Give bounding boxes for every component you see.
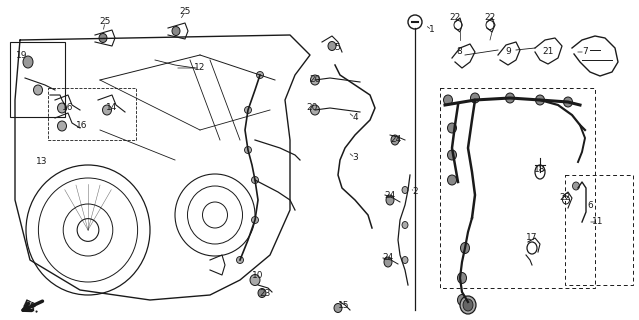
Text: 16: 16 [62,103,73,113]
Text: 20: 20 [306,103,318,113]
Ellipse shape [458,273,466,284]
Text: 24: 24 [385,190,396,199]
Bar [565,175,633,285]
Ellipse shape [311,105,320,115]
Ellipse shape [384,257,392,267]
Text: 8: 8 [456,47,462,57]
Bar [10,42,65,117]
Ellipse shape [564,97,573,107]
Ellipse shape [334,303,342,313]
Text: 9: 9 [505,47,511,57]
Ellipse shape [328,42,336,51]
Ellipse shape [58,103,66,113]
Text: 24: 24 [382,253,394,262]
Bar [48,88,136,140]
Ellipse shape [461,243,470,253]
Text: 14: 14 [106,103,118,113]
Ellipse shape [458,294,466,306]
Ellipse shape [386,195,394,205]
Ellipse shape [252,217,259,223]
Text: 11: 11 [592,218,604,227]
Text: 13: 13 [36,157,48,166]
Ellipse shape [58,121,66,131]
Text: 17: 17 [527,234,538,243]
Ellipse shape [102,105,111,115]
Ellipse shape [447,150,456,160]
Text: 16: 16 [76,122,88,131]
Text: 23: 23 [259,289,271,298]
Text: 2: 2 [412,188,418,196]
Text: 22: 22 [449,13,461,22]
Text: 15: 15 [338,301,350,310]
Ellipse shape [245,107,252,114]
Text: 20: 20 [309,76,321,84]
Ellipse shape [391,135,399,145]
Text: 25: 25 [180,7,190,17]
Ellipse shape [236,257,243,263]
Ellipse shape [99,34,107,43]
Text: 22: 22 [484,13,496,22]
Ellipse shape [311,75,320,85]
Ellipse shape [245,147,252,154]
Ellipse shape [33,85,43,95]
Ellipse shape [470,93,479,103]
Text: 3: 3 [352,154,358,163]
Ellipse shape [535,95,544,105]
Ellipse shape [573,182,580,190]
Text: 10: 10 [252,270,264,279]
Text: 24: 24 [390,135,402,145]
Ellipse shape [172,27,180,36]
Ellipse shape [460,296,476,314]
Ellipse shape [252,177,259,183]
Ellipse shape [447,123,456,133]
Text: 25: 25 [99,18,111,27]
Text: 12: 12 [194,63,206,73]
Ellipse shape [447,175,456,185]
Ellipse shape [402,221,408,228]
Ellipse shape [402,187,408,194]
Ellipse shape [250,275,260,285]
Text: 5: 5 [334,44,340,52]
Ellipse shape [402,257,408,263]
Text: 6: 6 [587,201,593,210]
Text: 18: 18 [534,165,546,174]
Text: 1: 1 [429,26,435,35]
Text: 4: 4 [352,114,358,123]
Ellipse shape [23,56,33,68]
Text: FR.: FR. [20,299,42,315]
Text: 21: 21 [543,47,553,57]
Ellipse shape [258,289,266,298]
Ellipse shape [463,299,473,311]
Ellipse shape [443,95,452,105]
Text: 19: 19 [16,51,27,60]
Text: 22: 22 [559,194,571,203]
Bar [440,88,595,288]
Text: 7: 7 [582,47,588,57]
Ellipse shape [505,93,514,103]
Ellipse shape [256,71,263,78]
